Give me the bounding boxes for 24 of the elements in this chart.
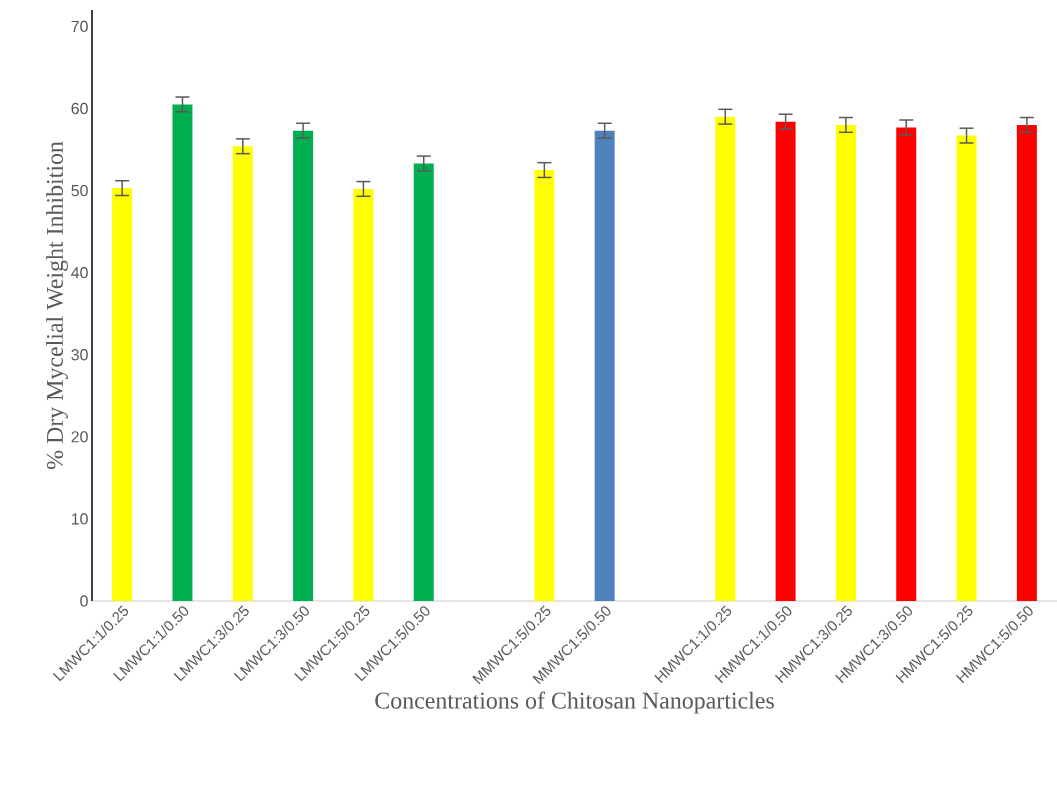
bar: [534, 170, 555, 601]
bar: [293, 130, 314, 601]
bar: [353, 188, 374, 601]
bar: [956, 135, 977, 601]
y-tick-label: 60: [71, 102, 88, 115]
y-axis-title: % Dry Mycelial Weight Inhibition: [46, 141, 68, 470]
bar: [775, 121, 796, 601]
y-tick-label: 10: [71, 513, 88, 525]
bar: [413, 163, 434, 601]
bar: [232, 146, 253, 601]
y-tick-label: 70: [71, 20, 88, 33]
y-tick-label: 40: [71, 267, 88, 279]
bar: [1016, 124, 1037, 601]
y-tick-label: 30: [71, 349, 88, 361]
bar: [896, 127, 917, 601]
bar: [112, 188, 133, 601]
bar: [715, 116, 736, 601]
bar: [172, 104, 193, 601]
bar: [835, 124, 856, 601]
y-tick-label: 20: [71, 431, 88, 443]
y-tick-label: 50: [71, 184, 88, 197]
y-tick-label: 0: [80, 595, 88, 607]
x-axis-title: Concentrations of Chitosan Nanoparticles: [375, 691, 774, 714]
bar: [594, 130, 615, 601]
